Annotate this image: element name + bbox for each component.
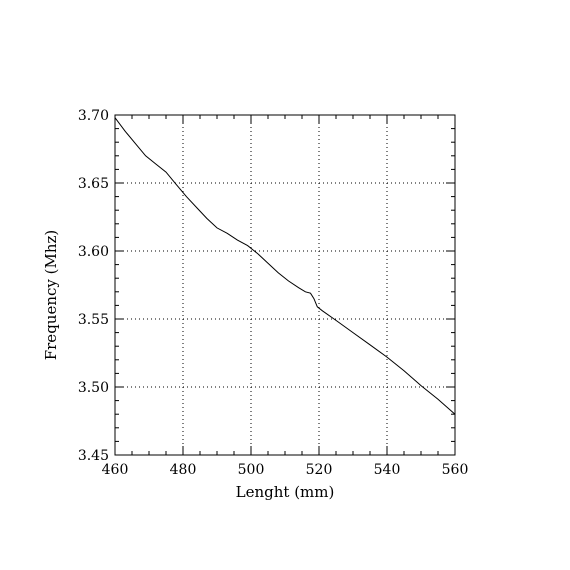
x-tick-label: 560 [442,462,469,478]
y-axis-title: Frequency (Mhz) [42,230,60,361]
series-line [114,117,456,415]
y-tick-label: 3.50 [78,380,109,396]
x-tick-labels: 460 480 500 520 540 560 [102,462,469,478]
plot-frame [114,114,456,456]
y-tick-label: 3.45 [78,448,109,464]
y-tick-label: 3.65 [78,176,109,192]
x-axis-title: Lenght (mm) [236,483,335,501]
grid-lines [115,115,455,455]
x-tick-label: 540 [374,462,401,478]
x-tick-label: 480 [170,462,197,478]
x-tick-label: 520 [306,462,333,478]
y-tick-label: 3.70 [78,108,109,124]
x-tick-label: 500 [238,462,265,478]
y-tick-label: 3.60 [78,244,109,260]
y-tick-label: 3.55 [78,312,109,328]
major-ticks [114,114,456,456]
y-tick-labels: 3.45 3.50 3.55 3.60 3.65 3.70 [78,108,109,464]
minor-ticks [115,115,455,455]
x-tick-label: 460 [102,462,129,478]
